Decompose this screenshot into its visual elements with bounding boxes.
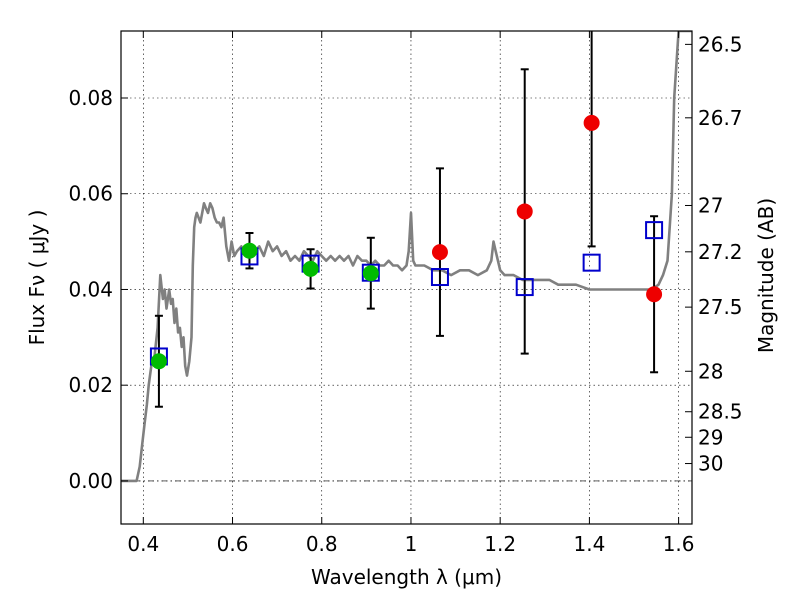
observed-flux-point bbox=[150, 353, 167, 370]
axis-ticks: 0.4 0.6 0.8 1 1.2 1.4 1.6 0.00 0.02 0.04 0.06 0.08 2… bbox=[68, 31, 743, 556]
right-y-tick-label: 26.7 bbox=[698, 106, 743, 130]
y-tick-label: 0.04 bbox=[68, 277, 113, 301]
observed-flux-point bbox=[431, 244, 448, 261]
model-spectrum bbox=[121, 31, 692, 483]
x-axis-label: Wavelength λ (μm) bbox=[311, 565, 502, 589]
y-tick-label: 0.06 bbox=[68, 182, 113, 206]
x-tick-label: 0.8 bbox=[306, 532, 338, 556]
observed-flux-point bbox=[583, 114, 600, 131]
model-sed-line bbox=[121, 31, 692, 483]
right-y-tick-label: 28.5 bbox=[698, 400, 743, 424]
right-y-tick-label: 28 bbox=[698, 359, 723, 383]
observed-flux-point bbox=[362, 265, 379, 282]
x-tick-label: 1.4 bbox=[573, 532, 605, 556]
x-tick-label: 1.2 bbox=[484, 532, 516, 556]
model-photometry-square bbox=[430, 268, 449, 287]
right-y-axis-label: Magnitude (AB) bbox=[754, 198, 778, 353]
right-y-tick-label: 26.5 bbox=[698, 32, 743, 56]
x-tick-label: 0.6 bbox=[217, 532, 249, 556]
error-bars bbox=[154, 31, 659, 408]
plot-frame bbox=[120, 30, 693, 525]
y-tick-label: 0.08 bbox=[68, 86, 113, 110]
data-points bbox=[149, 114, 664, 370]
model-photometry-square bbox=[515, 278, 534, 297]
right-y-tick-label: 27.2 bbox=[698, 240, 743, 264]
x-tick-label: 1.6 bbox=[663, 532, 695, 556]
model-photometry-square bbox=[582, 253, 601, 272]
x-tick-label: 0.4 bbox=[127, 532, 159, 556]
observed-flux-point bbox=[241, 242, 258, 259]
observed-flux-point bbox=[516, 203, 533, 220]
right-y-tick-label: 29 bbox=[698, 425, 723, 449]
right-y-tick-label: 30 bbox=[698, 452, 723, 476]
model-photometry-square bbox=[645, 221, 664, 240]
observed-flux-point bbox=[646, 286, 663, 303]
right-y-tick-label: 27.5 bbox=[698, 295, 743, 319]
observed-flux-point bbox=[302, 260, 319, 277]
x-tick-label: 1 bbox=[405, 532, 418, 556]
y-axis-label: Flux Fν ( μJy ) bbox=[25, 210, 49, 346]
right-y-tick-label: 27 bbox=[698, 193, 723, 217]
y-tick-label: 0.02 bbox=[68, 373, 113, 397]
y-tick-label: 0.00 bbox=[68, 469, 113, 493]
grid-lines bbox=[121, 31, 692, 524]
